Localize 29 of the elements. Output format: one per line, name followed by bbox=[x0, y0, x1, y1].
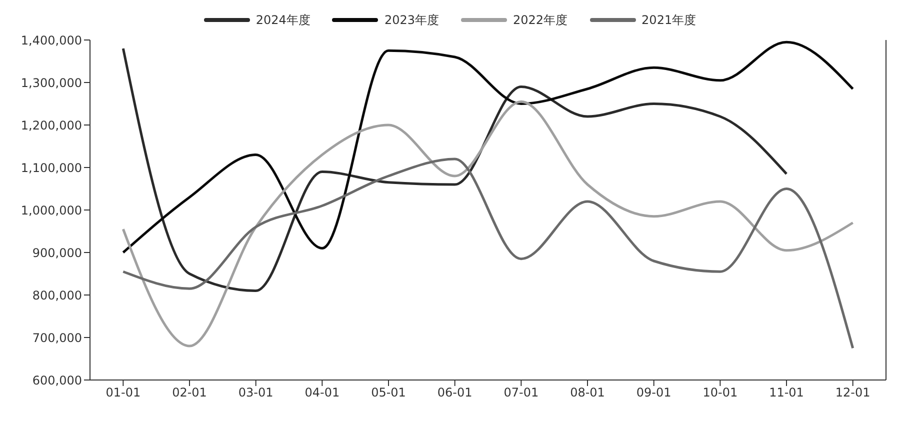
legend-label: 2024年度 bbox=[256, 12, 310, 28]
y-tick-label: 1,400,000 bbox=[20, 33, 82, 48]
x-tick-label: 07-01 bbox=[504, 386, 539, 400]
y-tick-label: 600,000 bbox=[32, 373, 82, 388]
line-series bbox=[122, 100, 854, 348]
x-tick-label: 08-01 bbox=[570, 386, 605, 400]
legend-label: 2022年度 bbox=[513, 12, 568, 28]
x-tick-label: 10-01 bbox=[702, 386, 738, 400]
x-tick-label: 04-01 bbox=[304, 386, 340, 400]
line-series bbox=[122, 40, 854, 254]
y-tick-label: 700,000 bbox=[32, 330, 82, 345]
line-series bbox=[122, 47, 788, 292]
y-tick-label: 1,000,000 bbox=[20, 203, 82, 218]
y-tick-label: 1,300,000 bbox=[20, 76, 82, 90]
line-series bbox=[122, 158, 854, 350]
y-tick-label: 1,200,000 bbox=[20, 118, 82, 132]
x-tick-label: 03-01 bbox=[238, 386, 274, 400]
y-tick-label: 800,000 bbox=[32, 288, 82, 302]
y-tick-label: 1,100,000 bbox=[20, 160, 82, 175]
x-tick-label: 06-01 bbox=[437, 386, 472, 400]
x-tick-label: 02-01 bbox=[172, 386, 207, 400]
x-tick-label: 01-01 bbox=[106, 386, 141, 400]
y-tick-label: 900,000 bbox=[32, 246, 82, 260]
x-tick-label: 05-01 bbox=[371, 386, 406, 400]
x-tick-label: 09-01 bbox=[636, 386, 672, 400]
x-tick-label: 11-01 bbox=[769, 386, 804, 400]
x-tick-label: 12-01 bbox=[835, 386, 870, 400]
legend-label: 2023年度 bbox=[384, 12, 439, 28]
legend-label: 2021年度 bbox=[642, 12, 696, 28]
